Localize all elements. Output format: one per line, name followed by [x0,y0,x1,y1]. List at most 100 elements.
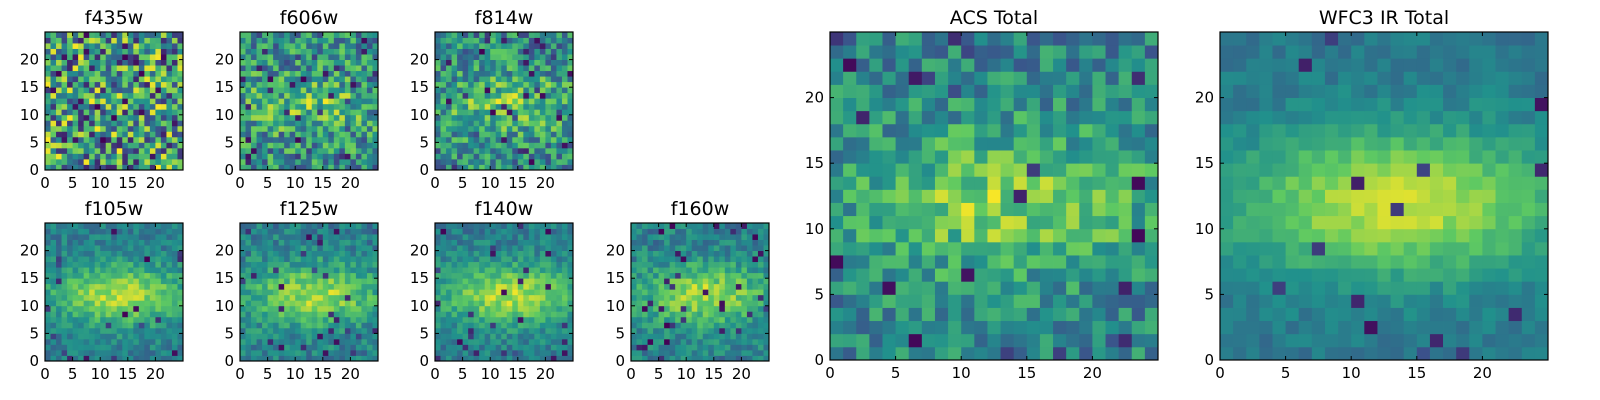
heatmap-cell [457,70,463,77]
heatmap-cell [273,98,280,105]
heatmap-cell [843,294,857,308]
heatmap-cell [561,245,568,251]
heatmap-cell [658,344,665,351]
heatmap-cell [719,338,726,345]
heatmap-cell [642,261,648,268]
heatmap-cell [550,125,557,132]
heatmap-cell [72,272,79,279]
heatmap-cell [451,355,458,362]
heatmap-cell [451,294,458,301]
heatmap-cell [284,81,291,88]
heatmap-cell [669,256,676,263]
heatmap-cell [490,261,497,268]
heatmap-cell [94,109,101,116]
heatmap-cell [333,245,340,251]
heatmap-cell [245,43,252,49]
heatmap-cell [317,153,324,160]
heatmap-cell [240,59,246,66]
heatmap-cell [948,215,962,230]
heatmap-cell [144,120,151,127]
heatmap-cell [713,344,720,351]
heatmap-cell [262,114,268,121]
heatmap-cell [556,153,563,160]
heatmap-cell [160,37,167,44]
heatmap-cell [545,283,552,290]
heatmap-cell [501,54,508,60]
heatmap-cell [512,48,519,55]
heatmap-cell [317,142,324,149]
heatmap-cell [539,305,546,312]
heatmap-cell [144,87,151,94]
heatmap-cell [490,131,497,138]
heatmap-cell [479,267,486,274]
heatmap-cell [908,346,923,361]
heatmap-cell [446,327,452,334]
heatmap-cell [490,300,497,307]
heatmap-cell [473,59,480,66]
heatmap-cell [171,278,178,285]
heatmap-cell [111,300,118,307]
heatmap-cell [122,131,129,138]
heatmap-cell [561,289,568,296]
heatmap-cell [273,158,280,165]
heatmap-cell [372,37,379,44]
heatmap-cell [127,136,134,143]
heatmap-cell [468,272,475,279]
heatmap-cell [366,98,373,105]
heatmap-cell [713,256,720,263]
heatmap-cell [528,294,535,301]
heatmap-cell [284,267,291,274]
heatmap-cell [506,142,513,149]
heatmap-cell [451,283,458,290]
heatmap-cell [440,327,447,334]
heatmap-cell [116,114,123,121]
heatmap-cell [869,320,883,335]
heatmap-cell [484,65,491,72]
heatmap-cell [149,37,156,44]
heatmap-cell [1131,163,1146,177]
heatmap-cell [451,54,458,60]
heatmap-cell [166,261,173,268]
heatmap-cell [895,202,910,217]
heatmap-cell [523,158,530,165]
heatmap-cell [506,43,513,49]
heatmap-cell [116,32,123,38]
heatmap-cell [730,349,737,356]
heatmap-cell [166,355,173,362]
heatmap-cell [746,355,753,362]
heatmap-cell [67,261,73,268]
heatmap-cell [561,223,568,229]
heatmap-cell [451,256,458,263]
heatmap-cell [523,142,530,149]
heatmap-cell [72,316,79,323]
heatmap-cell [539,234,546,240]
heatmap-cell [240,153,246,160]
heatmap-cell [278,300,285,307]
heatmap-cell [757,322,764,329]
heatmap-cell [273,153,280,160]
heatmap-cell [355,59,362,66]
heatmap-cell [262,355,268,362]
heatmap-cell [675,344,682,351]
heatmap-cell [473,87,480,94]
heatmap-cell [256,311,263,318]
heatmap-cell [262,245,268,251]
heatmap-cell [116,305,123,312]
heatmap-cell [251,81,257,88]
heatmap-cell [636,228,643,235]
heatmap-cell [702,234,709,240]
heatmap-cell [166,98,173,105]
heatmap-cell [155,234,162,240]
heatmap-cell [506,223,513,229]
heatmap-cell [267,234,274,240]
heatmap-cell [127,158,134,165]
heatmap-cell [724,300,731,307]
heatmap-cell [83,300,90,307]
heatmap-cell [72,87,79,94]
heatmap-cell [752,256,759,263]
heatmap-cell [1105,307,1120,322]
heatmap-cell [435,338,441,345]
heatmap-cell [921,294,936,308]
heatmap-cell [484,125,491,132]
heatmap-cell [328,142,335,149]
